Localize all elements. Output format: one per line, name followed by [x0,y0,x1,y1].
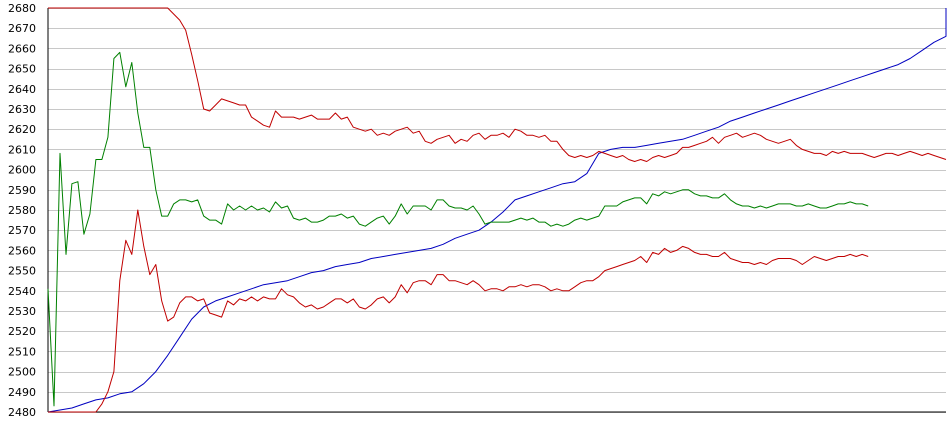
y-tick-label: 2530 [8,305,36,318]
y-tick-label: 2640 [8,83,36,96]
y-tick-label: 2480 [8,406,36,419]
y-tick-label: 2580 [8,204,36,217]
y-tick-label: 2670 [8,22,36,35]
y-tick-label: 2520 [8,325,36,338]
y-tick-label: 2660 [8,42,36,55]
y-tick-label: 2590 [8,184,36,197]
y-tick-label: 2500 [8,366,36,379]
y-tick-label: 2510 [8,345,36,358]
y-tick-label: 2490 [8,386,36,399]
series-lines [47,7,947,413]
series-line-4 [48,209,869,413]
y-tick-label: 2540 [8,285,36,298]
y-tick-label: 2680 [8,2,36,15]
y-tick-label: 2630 [8,103,36,116]
series-line-1 [47,8,947,413]
y-tick-label: 2600 [8,164,36,177]
y-tick-label: 2620 [8,123,36,136]
y-tick-label: 2610 [8,143,36,156]
y-axis-tick-labels: 2480 2490 2500 2510 2520 2530 2540 2550 2560 2570… [8,2,36,419]
series-line-3 [47,51,869,407]
axes [47,8,946,413]
y-tick-label: 2550 [8,265,36,278]
y-tick-label: 2560 [8,244,36,257]
y-tick-label: 2650 [8,63,36,76]
gridlines [48,8,946,413]
series-line-2 [48,7,947,162]
y-tick-label: 2570 [8,224,36,237]
